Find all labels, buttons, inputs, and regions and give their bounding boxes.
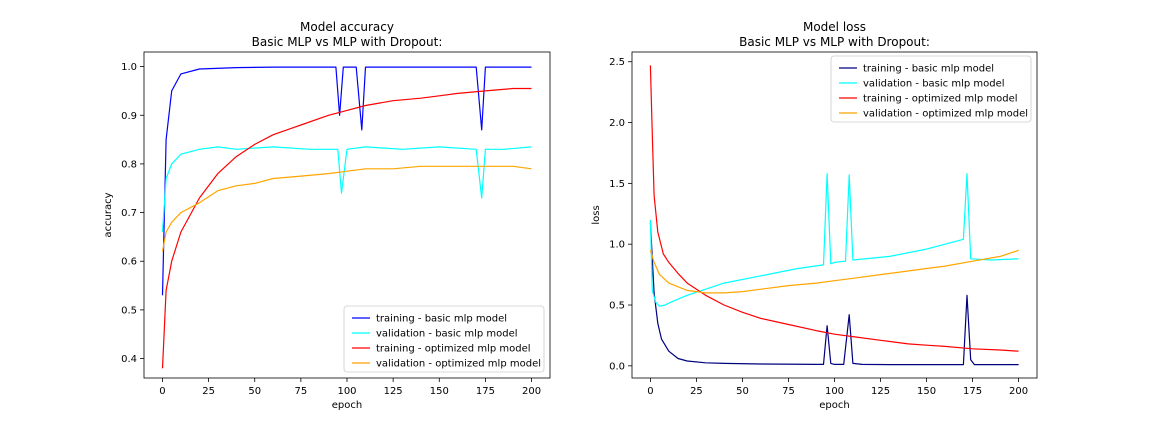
legend-label-2: validation - basic mlp model: [863, 79, 1005, 90]
y-tick-label: 1.0: [121, 62, 137, 73]
y-tick-label: 0.5: [121, 305, 137, 316]
y-tick-label: 1.5: [609, 179, 625, 190]
chart-title-line-1: Model accuracy: [300, 20, 394, 34]
x-tick-label: 25: [202, 386, 215, 397]
y-tick-label: 0.4: [121, 354, 137, 365]
legend-label-1: training - basic mlp model: [376, 314, 507, 325]
series-line-2: [161, 146, 532, 233]
x-tick-label: 0: [159, 386, 165, 397]
legend-box: [830, 55, 1032, 123]
y-tick-label: 0.7: [121, 208, 137, 219]
x-tick-label: 150: [917, 386, 936, 397]
chart-title-line-2: Basic MLP vs MLP with Dropout:: [739, 35, 930, 49]
x-tick-label: 75: [294, 386, 307, 397]
x-tick-label: 150: [430, 386, 449, 397]
chart-title-line-1: Model loss: [803, 20, 866, 34]
x-tick-label: 0: [647, 386, 653, 397]
x-tick-label: 50: [248, 386, 261, 397]
series-line-4: [649, 249, 1019, 294]
legend: training - basic mlp model validation - b…: [343, 305, 545, 373]
x-tick-label: 100: [825, 386, 844, 397]
x-tick-label: 50: [736, 386, 749, 397]
x-tick-label: 175: [963, 386, 982, 397]
series-group: [649, 65, 1019, 366]
y-tick-label: 0.6: [121, 257, 137, 268]
x-tick-label: 200: [522, 386, 541, 397]
y-tick-label: 0.8: [121, 159, 137, 170]
series-line-3: [649, 65, 1019, 352]
series-line-3: [161, 87, 532, 369]
x-tick-label: 125: [871, 386, 890, 397]
legend-label-4: validation - optimized mlp model: [863, 109, 1028, 120]
x-tick-label: 100: [337, 386, 356, 397]
series-line-1: [161, 66, 532, 296]
y-axis-label: loss: [591, 205, 602, 224]
legend-label-4: validation - optimized mlp model: [376, 359, 541, 370]
x-tick-label: 25: [690, 386, 703, 397]
x-axis-label: epoch: [332, 400, 362, 411]
legend-label-2: validation - basic mlp model: [376, 329, 518, 340]
y-tick-label: 2.0: [609, 118, 625, 129]
legend-label-1: training - basic mlp model: [863, 64, 994, 75]
series-line-1: [649, 222, 1019, 366]
y-tick-label: 0.9: [121, 111, 137, 122]
y-tick-label: 1.0: [609, 240, 625, 251]
x-tick-label: 125: [384, 386, 403, 397]
y-axis-label: accuracy: [103, 192, 114, 237]
legend-label-3: training - optimized mlp model: [863, 94, 1018, 105]
series-line-4: [161, 165, 532, 252]
y-tick-label: 2.5: [609, 57, 625, 68]
y-tick-label: 0.5: [609, 301, 625, 312]
x-tick-label: 175: [476, 386, 495, 397]
y-tick-label: 0.0: [609, 361, 625, 372]
series-line-2: [649, 173, 1019, 307]
x-axis-label: epoch: [819, 400, 849, 411]
legend-box: [343, 305, 545, 373]
x-tick-label: 75: [782, 386, 795, 397]
x-tick-label: 200: [1009, 386, 1028, 397]
legend-label-3: training - optimized mlp model: [376, 344, 531, 355]
chart-title-line-2: Basic MLP vs MLP with Dropout:: [252, 35, 443, 49]
legend: training - basic mlp model validation - b…: [830, 55, 1032, 123]
series-group: [161, 66, 532, 369]
